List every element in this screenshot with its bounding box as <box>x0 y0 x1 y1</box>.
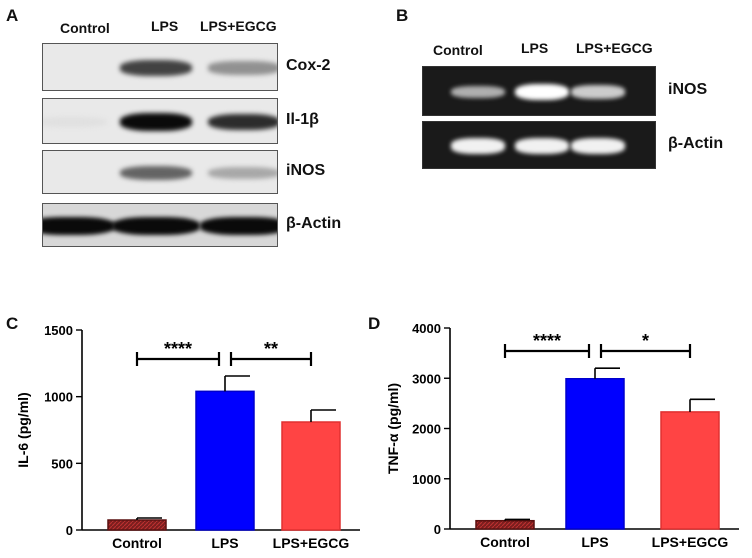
x-tick-label: LPS <box>581 534 608 550</box>
x-tick-label: Control <box>480 534 530 550</box>
significance-label: **** <box>164 339 192 359</box>
y-tick-label: 1000 <box>44 390 73 405</box>
il6-bar-chart: 0 500 1000 1500 IL-6 (pg/ml) Control LPS LPS+EG… <box>15 323 360 551</box>
x-tick-label: LPS+EGCG <box>273 535 350 551</box>
bar <box>281 421 341 531</box>
gel-band <box>571 138 625 154</box>
wb-band <box>120 113 192 131</box>
significance-label: * <box>642 331 649 351</box>
gel-band <box>451 86 505 98</box>
gel-band-label: iNOS <box>668 81 708 98</box>
bar <box>660 411 720 530</box>
wb-row-1 <box>42 98 278 144</box>
gel-band <box>515 138 569 154</box>
y-tick-label: 500 <box>51 456 73 471</box>
significance-label: **** <box>533 331 561 351</box>
wb-lane-label: Control <box>60 20 110 36</box>
x-tick-label: LPS <box>211 535 238 551</box>
gel-band <box>515 84 569 100</box>
wb-band <box>120 60 192 76</box>
gel-row-0 <box>422 66 656 116</box>
wb-lane-label: LPS+EGCG <box>200 18 277 34</box>
bar <box>475 519 535 530</box>
wb-row-2 <box>42 150 278 194</box>
wb-band <box>208 166 277 180</box>
wb-row-3 <box>42 203 278 247</box>
wb-band <box>208 61 277 75</box>
wb-protein-label: Cox-2 <box>286 57 331 74</box>
y-tick-label: 0 <box>434 522 441 537</box>
gel-band <box>451 138 505 154</box>
wb-band <box>200 217 277 235</box>
x-tick-label: LPS+EGCG <box>652 534 729 550</box>
wb-band <box>120 165 192 181</box>
y-tick-label: 1500 <box>44 323 73 338</box>
wb-protein-label: iNOS <box>286 162 326 179</box>
x-tick-label: Control <box>112 535 162 551</box>
gel-lane-label: LPS+EGCG <box>576 40 653 56</box>
wb-band <box>43 217 115 235</box>
y-tick-label: 0 <box>66 523 73 538</box>
tnf-alpha-bar-chart: 0 1000 2000 3000 4000 TNF-α (pg/ml) Control LPS… <box>385 321 739 550</box>
bar <box>565 378 625 530</box>
panel-letter-c: C <box>6 314 19 333</box>
wb-row-0 <box>42 43 278 91</box>
wb-protein-label: β-Actin <box>286 215 342 232</box>
panel-letter-b: B <box>396 6 409 25</box>
bar <box>107 519 167 531</box>
gel-row-1 <box>422 121 656 169</box>
y-tick-label: 2000 <box>412 422 441 437</box>
wb-band <box>43 116 107 128</box>
wb-band <box>208 113 277 131</box>
gel-lane-label: LPS <box>521 40 549 56</box>
gel-band-label: β-Actin <box>668 135 724 152</box>
gel-band <box>571 85 625 99</box>
wb-band <box>112 217 200 235</box>
y-tick-label: 3000 <box>412 371 441 386</box>
y-axis-label: IL-6 (pg/ml) <box>15 392 31 467</box>
gel-lane-label: Control <box>433 42 483 58</box>
bar <box>195 390 255 531</box>
y-tick-label: 1000 <box>412 472 441 487</box>
wb-lane-label: LPS <box>151 18 179 34</box>
panel-letter-d: D <box>368 314 381 333</box>
y-tick-label: 4000 <box>412 321 441 336</box>
significance-label: ** <box>264 339 278 359</box>
y-axis-label: TNF-α (pg/ml) <box>385 383 401 474</box>
wb-protein-label: Il-1β <box>286 111 319 128</box>
panel-letter-a: A <box>6 6 19 25</box>
